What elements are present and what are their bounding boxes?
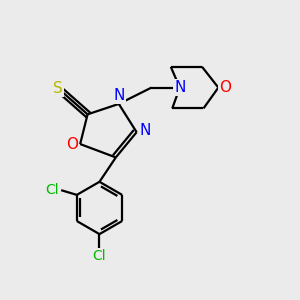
- Text: N: N: [174, 80, 185, 95]
- Text: Cl: Cl: [45, 183, 59, 196]
- Text: N: N: [139, 123, 151, 138]
- Text: N: N: [113, 88, 124, 103]
- Text: O: O: [219, 80, 231, 95]
- Text: Cl: Cl: [93, 249, 106, 263]
- Text: O: O: [66, 136, 78, 152]
- Text: S: S: [53, 81, 63, 96]
